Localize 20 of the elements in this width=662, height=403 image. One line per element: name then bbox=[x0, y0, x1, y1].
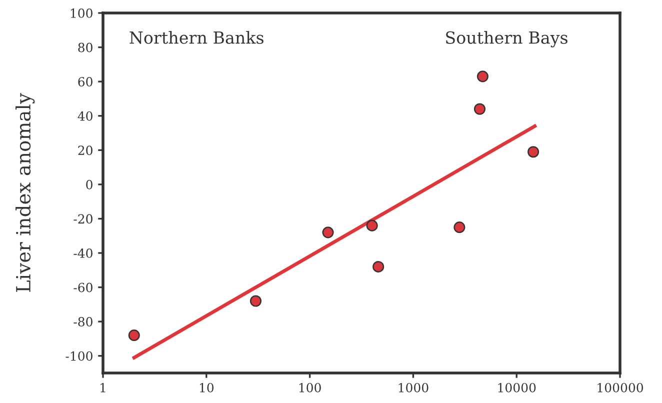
x-tick-label: 100000 bbox=[598, 382, 644, 392]
y-tick-label: 100 bbox=[70, 8, 92, 18]
y-tick-label: -60 bbox=[74, 282, 92, 292]
y-tick-label: -20 bbox=[74, 214, 92, 224]
x-tick-label: 1000 bbox=[398, 382, 428, 392]
y-tick-label: -40 bbox=[74, 248, 92, 258]
x-tick-label: 100 bbox=[299, 382, 321, 392]
x-tick-label: 10000 bbox=[498, 382, 536, 392]
annotation: Northern Banks bbox=[130, 31, 264, 44]
y-tick-label: 80 bbox=[78, 42, 92, 52]
y-tick-label: 60 bbox=[78, 77, 92, 86]
y-tick-label: 0 bbox=[86, 180, 92, 190]
y-tick-label: -80 bbox=[74, 317, 92, 326]
y-axis-title: Liver index anomaly bbox=[16, 93, 35, 292]
y-tick-label: 20 bbox=[78, 146, 92, 156]
annotation: Southern Bays bbox=[446, 31, 568, 48]
x-tick-label: 1 bbox=[100, 382, 106, 392]
x-tick-label: 10 bbox=[200, 382, 214, 392]
y-tick-label: 40 bbox=[78, 111, 92, 121]
y-tick-label: -100 bbox=[66, 351, 92, 361]
